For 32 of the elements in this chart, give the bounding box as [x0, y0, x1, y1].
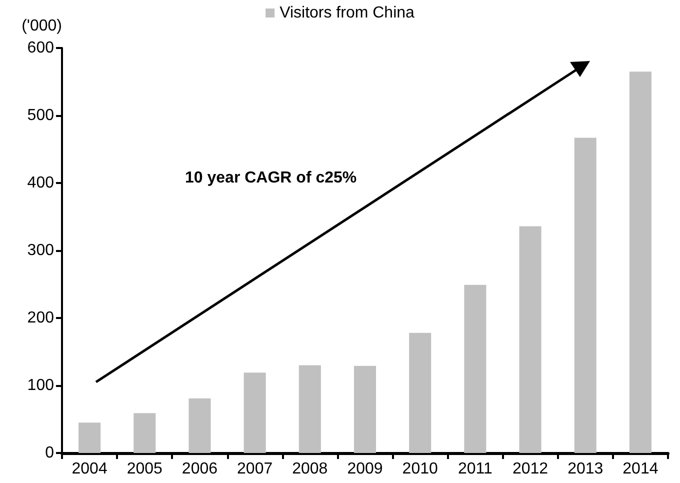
y-axis-title: ('000) [22, 18, 62, 34]
x-tick-label: 2007 [237, 460, 273, 478]
x-tick-label: 2011 [458, 460, 492, 478]
x-tick-label: 2004 [72, 460, 108, 478]
x-tick-label: 2012 [512, 460, 548, 478]
bar [354, 366, 376, 453]
y-tick-label: 0 [45, 444, 54, 462]
x-tick-label: 2005 [126, 460, 163, 478]
bar [134, 413, 156, 453]
bar [464, 284, 486, 453]
y-tick-label: 500 [27, 107, 54, 124]
y-tick-label: 400 [27, 174, 54, 192]
x-tick-label: 2008 [292, 460, 328, 478]
bar [574, 138, 596, 453]
y-tick-label: 100 [27, 377, 54, 394]
y-tick-label: 300 [27, 242, 54, 259]
bar [78, 422, 101, 453]
bar [244, 372, 266, 453]
bar [519, 226, 542, 453]
y-tick-label: 200 [27, 310, 54, 326]
bar [188, 398, 211, 453]
bar [298, 365, 321, 453]
bar [629, 72, 652, 453]
x-tick-label: 2014 [622, 460, 658, 478]
bar [409, 332, 432, 453]
annotation: 10 year CAGR of c25% [185, 170, 357, 186]
x-tick-label: 2009 [347, 460, 383, 478]
legend-label: Visitors from China [280, 4, 415, 22]
x-tick-label: 2010 [402, 460, 438, 478]
x-tick-label: 2006 [182, 460, 218, 478]
y-tick-label: 600 [27, 40, 54, 56]
x-tick-label: 2013 [568, 460, 604, 478]
